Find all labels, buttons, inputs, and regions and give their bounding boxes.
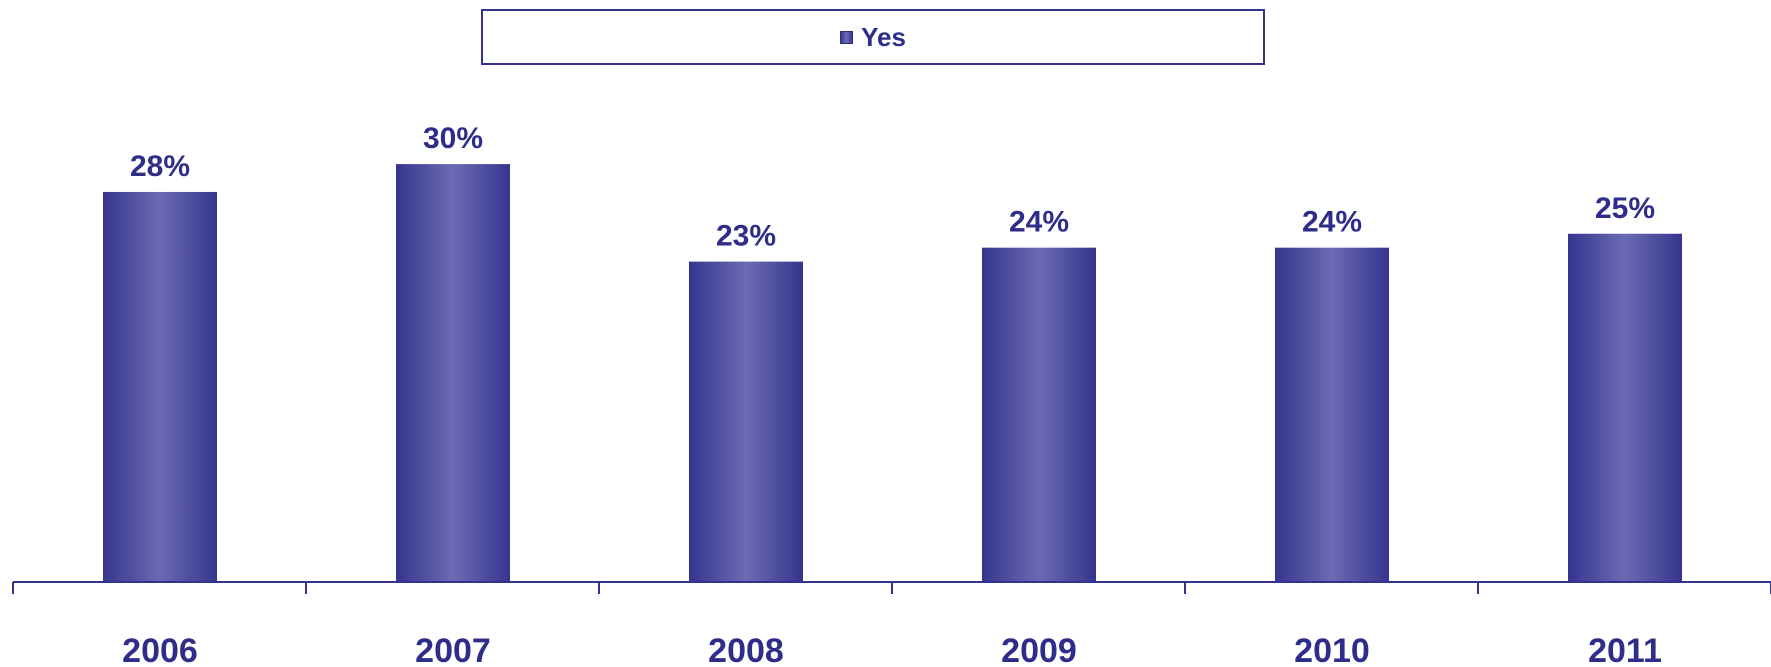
legend: Yes <box>481 9 1265 65</box>
data-label-2008: 23% <box>716 220 776 253</box>
x-tick-label-2007: 2007 <box>415 632 491 667</box>
bar-2011 <box>1568 233 1682 582</box>
x-tick-label-2010: 2010 <box>1294 632 1370 667</box>
data-labels-group: 28% 30% 23% 24% 24% 25% <box>130 122 1655 253</box>
x-axis <box>12 581 1771 594</box>
x-tick-label-2009: 2009 <box>1001 632 1077 667</box>
legend-label-yes: Yes <box>861 21 906 52</box>
bar-2010 <box>1275 247 1389 582</box>
legend-swatch <box>840 30 854 44</box>
data-label-2011: 25% <box>1595 192 1655 225</box>
bar-2009 <box>982 247 1096 582</box>
data-label-2009: 24% <box>1009 206 1069 239</box>
x-tick-label-2011: 2011 <box>1588 632 1662 667</box>
bar-2006 <box>103 191 217 582</box>
x-tick-label-2008: 2008 <box>708 632 784 667</box>
data-label-2007: 30% <box>423 122 483 155</box>
data-label-2006: 28% <box>130 150 190 183</box>
x-tick-label-2006: 2006 <box>122 632 198 667</box>
x-tick-labels-group: 2006 2007 2008 2009 2010 2011 <box>122 632 1662 667</box>
bar-2007 <box>396 164 510 582</box>
bars-group <box>103 164 1682 582</box>
data-label-2010: 24% <box>1302 206 1362 239</box>
bar-2008 <box>689 261 803 582</box>
